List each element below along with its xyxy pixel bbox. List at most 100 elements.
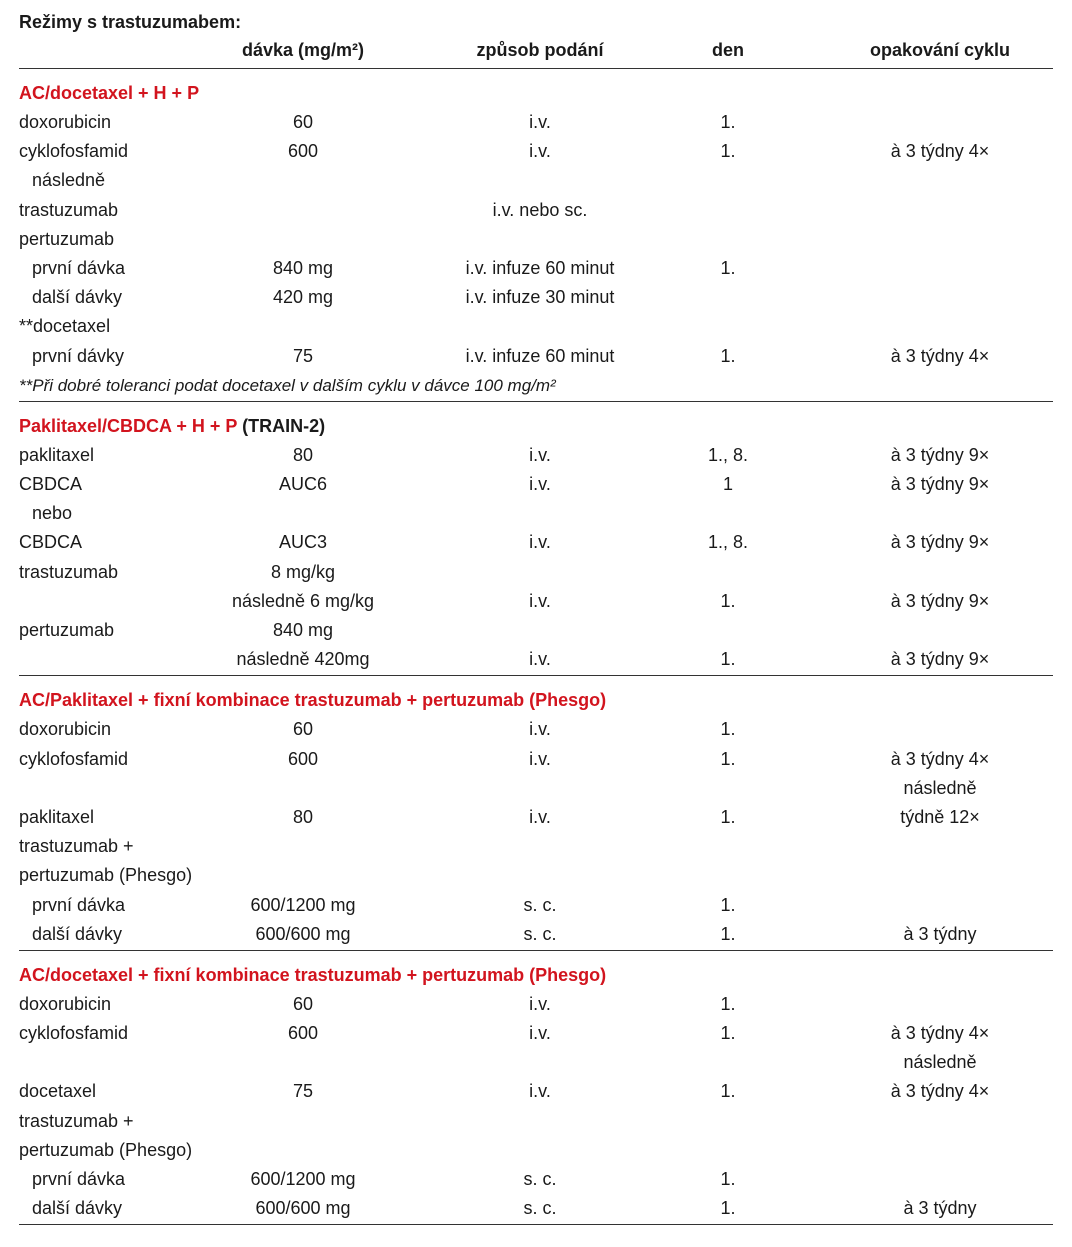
drug-name-cell: doxorubicin [19, 993, 112, 1014]
column-header-row: dávka (mg/m²) způsob podání den opakován… [19, 40, 1053, 66]
route-cell: i.v. [529, 1023, 551, 1044]
table-row: cyklofosfamid 600 i.v. 1. à 3 týdny 4× [19, 137, 1053, 166]
route-cell: i.v. [529, 719, 551, 740]
table-row: pertuzumab 840 mg [19, 616, 1053, 645]
dose-cell: 840 mg [272, 257, 334, 278]
table-row: další dávky 420 mg i.v. infuze 30 minut [19, 283, 1053, 312]
drug-name-cell: docetaxel [19, 1081, 97, 1102]
regimen-heading-suffix: (TRAIN-2) [242, 415, 326, 436]
route-cell: i.v. [529, 474, 551, 495]
cycle-repeat-cell: à 3 týdny 4× [890, 141, 990, 162]
drug-name-cell: pertuzumab [19, 228, 115, 249]
cycle-repeat-cell: týdně 12× [900, 806, 980, 827]
drug-name-cell: další dávky [32, 923, 123, 944]
cycle-repeat-cell: následně [903, 777, 977, 798]
route-cell: i.v. [529, 112, 551, 132]
drug-name-cell: cyklofosfamid [19, 141, 129, 162]
table-row: následně 420mg i.v. 1. à 3 týdny 9× [19, 645, 1053, 674]
day-cell: 1 [722, 474, 733, 495]
table-row: **docetaxel [19, 312, 1053, 341]
table-row: další dávky 600/600 mg s. c. 1. à 3 týdny [19, 920, 1053, 949]
column-header-route: způsob podání [476, 40, 604, 60]
cycle-repeat-cell: à 3 týdny 4× [890, 748, 990, 769]
drug-name-cell: paklitaxel [19, 806, 95, 827]
table-row: první dávky 75 i.v. infuze 60 minut 1. à 3 t… [19, 342, 1053, 371]
day-cell: 1. [720, 141, 736, 162]
route-cell: i.v. [529, 993, 551, 1014]
cycle-repeat-cell: à 3 týdny 9× [890, 444, 990, 465]
column-header-day: den [711, 40, 744, 60]
route-cell: s. c. [523, 1169, 557, 1189]
day-cell: 1. [720, 649, 736, 670]
table-row: trastuzumab i.v. nebo sc. [19, 196, 1053, 225]
route-cell: s. c. [523, 894, 557, 915]
table-row: cyklofosfamid 600 i.v. 1. à 3 týdny 4× [19, 745, 1053, 774]
dose-cell: AUC6 [278, 474, 327, 495]
table-row: doxorubicin 60 i.v. 1. [19, 715, 1053, 744]
dose-cell: 60 [292, 719, 314, 740]
regimen-heading-text: AC/docetaxel + H + P [19, 83, 200, 103]
table-row: pertuzumab (Phesgo) [19, 861, 1053, 890]
drug-name-cell: první dávky [32, 345, 125, 366]
dose-cell: 600/1200 mg [250, 1169, 356, 1189]
cycle-repeat-cell: à 3 týdny 4× [890, 345, 990, 366]
regimen-heading-text: AC/docetaxel + fixní kombinace trastuzum… [19, 964, 607, 985]
dose-cell: 600/600 mg [255, 1198, 351, 1219]
drug-name-cell: následně [32, 170, 106, 191]
table-row: následně 6 mg/kg i.v. 1. à 3 týdny 9× [19, 587, 1053, 616]
table-row: trastuzumab + [19, 832, 1053, 861]
drug-name-cell: pertuzumab (Phesgo) [19, 1139, 193, 1160]
drug-name-cell: první dávka [32, 257, 126, 278]
table-row: trastuzumab 8 mg/kg [19, 558, 1053, 587]
dose-cell: 600 [287, 748, 319, 769]
dose-cell: 8 mg/kg [270, 561, 336, 582]
route-cell: i.v. [529, 141, 551, 162]
drug-name-cell: CBDCA [19, 474, 83, 495]
header-divider [19, 68, 1053, 69]
footnote: **Při dobré toleranci podat docetaxel v … [19, 375, 556, 395]
cycle-repeat-cell: à 3 týdny 9× [890, 532, 990, 553]
drug-name-cell: cyklofosfamid [19, 748, 129, 769]
table-row: doxorubicin 60 i.v. 1. [19, 990, 1053, 1019]
regimen-heading: AC/Paklitaxel + fixní kombinace trastuzu… [19, 686, 1053, 715]
day-cell: 1. [720, 112, 736, 132]
table-row: první dávka 600/1200 mg s. c. 1. [19, 1165, 1053, 1194]
drug-name-cell: první dávka [32, 1169, 126, 1189]
drug-name-cell: doxorubicin [19, 719, 112, 740]
route-cell: i.v. [529, 590, 551, 611]
dose-cell: 75 [292, 345, 314, 366]
regimen-section: Paklitaxel/CBDCA + H + P (TRAIN-2) paklit… [19, 402, 1053, 677]
drug-name-cell: nebo [32, 503, 73, 524]
route-cell: i.v. infuze 60 minut [465, 257, 615, 278]
regimen-heading-text: AC/Paklitaxel + fixní kombinace trastuzu… [19, 690, 607, 711]
drug-name-cell: pertuzumab (Phesgo) [19, 865, 193, 886]
table-row: trastuzumab + [19, 1107, 1053, 1136]
regimen-heading: Paklitaxel/CBDCA + H + P (TRAIN-2) [19, 412, 1053, 441]
table-row: následně [19, 1048, 1053, 1077]
drug-name-cell: **docetaxel [19, 316, 111, 337]
drug-name-cell: další dávky [32, 287, 123, 308]
route-cell: s. c. [523, 923, 557, 944]
day-cell: 1., 8. [707, 444, 749, 465]
drug-name-cell: trastuzumab + [19, 836, 134, 857]
table-row: pertuzumab (Phesgo) [19, 1136, 1053, 1165]
day-cell: 1. [720, 719, 736, 740]
drug-name-cell: pertuzumab [19, 620, 115, 640]
cycle-repeat-cell: à 3 týdny 4× [890, 1081, 990, 1102]
dose-cell: následně 420mg [236, 649, 370, 670]
day-cell: 1. [720, 993, 736, 1014]
table-row: CBDCA AUC3 i.v. 1., 8. à 3 týdny 9× [19, 528, 1053, 557]
sections: AC/docetaxel + H + P doxorubicin 60 i.v. 1. c… [19, 69, 1053, 1226]
table-row: pertuzumab [19, 225, 1053, 254]
cycle-repeat-cell: à 3 týdny [903, 923, 977, 944]
route-cell: i.v. nebo sc. [492, 199, 588, 220]
column-header-dose: dávka (mg/m²) [241, 40, 365, 60]
table-title: Režimy s trastuzumabem: [19, 12, 242, 32]
day-cell: 1. [720, 1081, 736, 1102]
table-row: CBDCA AUC6 i.v. 1 à 3 týdny 9× [19, 470, 1053, 499]
dose-cell: 80 [292, 444, 314, 465]
drug-name-cell: první dávka [32, 894, 126, 915]
table-row: docetaxel 75 i.v. 1. à 3 týdny 4× [19, 1077, 1053, 1106]
day-cell: 1. [720, 257, 736, 278]
